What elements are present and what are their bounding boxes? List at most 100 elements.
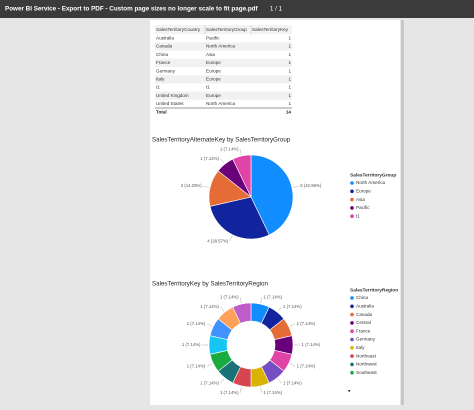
document-title: Power BI Service - Export to PDF - Custo…	[5, 6, 259, 13]
leader-line	[203, 185, 210, 188]
legend-more[interactable]: ▾	[348, 388, 351, 394]
table-cell: 1	[288, 85, 291, 90]
leader-line	[220, 306, 225, 312]
table-header-bg	[155, 25, 292, 35]
legend-label: Australia	[356, 304, 374, 309]
data-label: 1 (7.14%)	[220, 294, 239, 299]
row-band	[155, 75, 292, 84]
table-cell: t1	[206, 85, 210, 90]
table-cell: 1	[288, 101, 291, 106]
legend-label: Pacific	[356, 205, 370, 210]
legend-label: Asia	[356, 197, 365, 202]
data-label: 1 (7.14%)	[302, 342, 321, 347]
table-cell: Europe	[206, 93, 221, 98]
data-label: 1 (7.14%)	[220, 146, 239, 151]
table-cell: 1	[288, 68, 291, 73]
scrollbar[interactable]	[401, 20, 404, 405]
table-cell: North America	[206, 101, 236, 106]
legend-marker	[350, 181, 354, 185]
leader-line	[260, 297, 263, 304]
leader-line	[239, 297, 242, 304]
data-label: 1 (7.14%)	[187, 363, 206, 368]
leader-line	[206, 323, 213, 327]
data-label: 1 (7.14%)	[200, 380, 219, 385]
data-label: 1 (7.14%)	[297, 321, 316, 326]
legend-label: Southeast	[356, 370, 377, 375]
legend-title: SalesTerritoryGroup	[350, 172, 396, 178]
legend-marker	[350, 354, 354, 358]
data-label: 1 (7.14%)	[200, 304, 219, 309]
row-band	[155, 58, 292, 67]
slice	[209, 196, 270, 240]
table-cell: Australia	[156, 36, 174, 41]
leader-line	[239, 386, 242, 393]
data-label: 4 (28.57%)	[207, 238, 229, 243]
leader-line	[292, 185, 299, 188]
legend-label: Europe	[356, 189, 371, 194]
table-cell: 1	[288, 77, 291, 82]
legend-marker	[350, 214, 354, 218]
total-value: 14	[286, 109, 292, 114]
slice	[232, 302, 252, 324]
legend-label: Germany	[356, 337, 376, 342]
legend-marker	[350, 206, 354, 210]
leader-line	[220, 378, 225, 384]
legend-marker	[350, 346, 354, 350]
legend-marker	[350, 189, 354, 194]
legend-label: Central	[356, 320, 371, 325]
table-cell: United Kingdom	[156, 93, 189, 98]
legend-marker	[350, 329, 354, 334]
table-cell: Asia	[206, 52, 215, 57]
slice	[232, 154, 252, 198]
data-label: 1 (7.14%)	[220, 390, 239, 395]
legend-marker	[350, 197, 354, 202]
table-cell: France	[156, 60, 171, 65]
chart-title: SalesTerritoryAlternateKey by SalesTerri…	[152, 137, 291, 144]
legend-label: t1	[356, 213, 360, 218]
row-band	[155, 91, 292, 100]
table-cell: 1	[288, 44, 291, 49]
leader-line	[229, 235, 233, 242]
table-cell: Canada	[156, 44, 173, 49]
data-label: 1 (7.14%)	[263, 390, 282, 395]
legend-marker	[350, 321, 354, 325]
legend-title: SalesTerritoryRegion	[350, 287, 398, 293]
leader-line	[289, 363, 296, 367]
leader-line	[277, 378, 282, 384]
data-label: 1 (7.14%)	[182, 342, 201, 347]
legend-marker	[350, 296, 354, 300]
table-cell: Pacific	[206, 36, 220, 41]
table-cell: 1	[288, 52, 291, 57]
table-cell: t1	[156, 85, 160, 90]
title-bar	[0, 0, 474, 18]
leader-line	[206, 363, 213, 367]
legend-marker	[350, 370, 354, 375]
legend-marker	[350, 362, 354, 367]
legend-label: Canada	[356, 312, 373, 317]
data-label: 6 (42.86%)	[300, 183, 322, 188]
data-label: 1 (7.14%)	[187, 321, 206, 326]
leader-line	[277, 306, 282, 312]
table-cell: 1	[288, 36, 291, 41]
leader-line	[220, 158, 225, 164]
table-cell: Germany	[156, 68, 176, 73]
total-label: Total	[156, 109, 167, 114]
leader-line	[239, 149, 242, 156]
data-label: 1 (7.14%)	[200, 156, 219, 161]
data-label: 1 (7.14%)	[283, 380, 302, 385]
legend-label: North America	[356, 180, 386, 185]
data-label: 1 (7.14%)	[297, 363, 316, 368]
column-header: SalesTerritoryKey	[252, 27, 289, 32]
table-cell: 1	[288, 93, 291, 98]
chart-title: SalesTerritoryKey by SalesTerritoryRegio…	[152, 281, 268, 288]
table-cell: Europe	[206, 68, 221, 73]
table-cell: Italy	[156, 77, 165, 82]
page-indicator: 1 / 1	[270, 6, 283, 13]
table-cell: North America	[206, 44, 236, 49]
table-cell: Europe	[206, 77, 221, 82]
data-label: 2 (14.29%)	[181, 183, 203, 188]
table-cell: 1	[288, 60, 291, 65]
legend-label: China	[356, 295, 368, 300]
data-label: 1 (7.14%)	[283, 304, 302, 309]
